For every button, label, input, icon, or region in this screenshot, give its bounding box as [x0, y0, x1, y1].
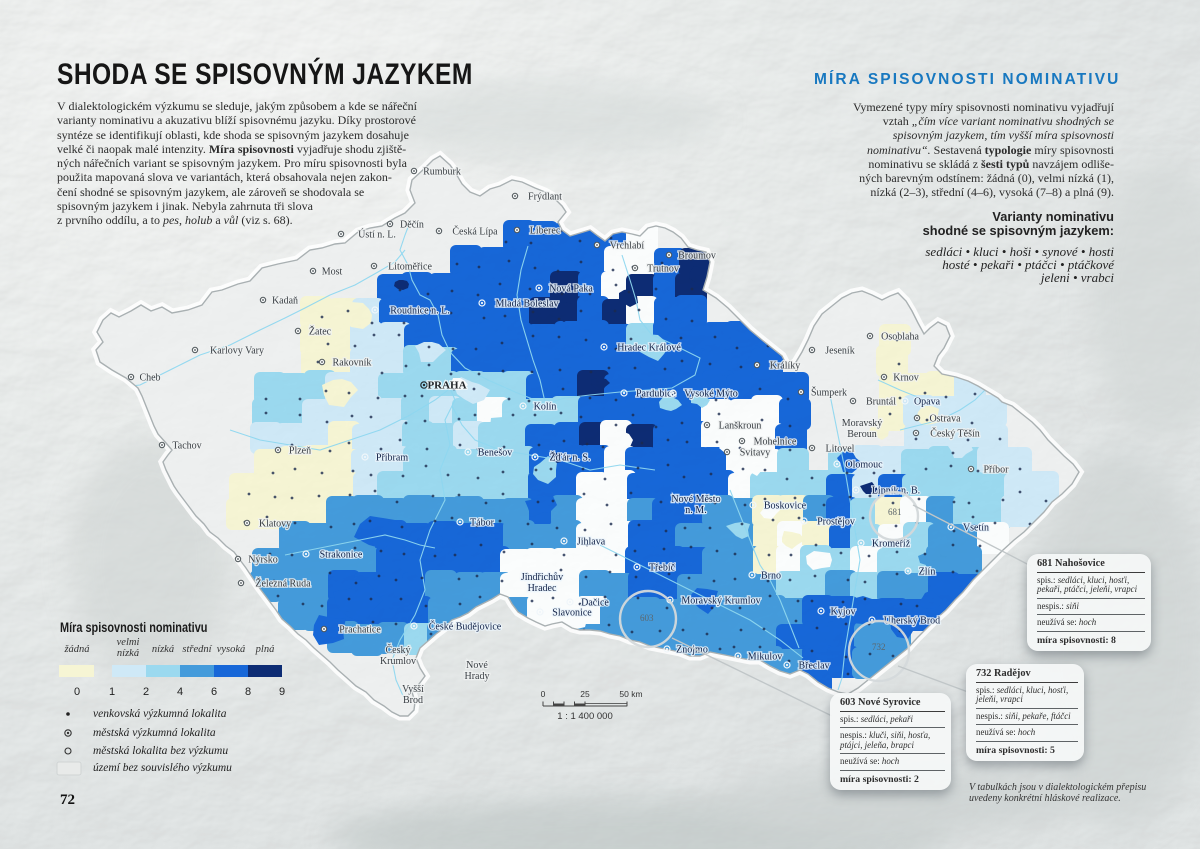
- svg-text:Žatec: Žatec: [309, 326, 332, 338]
- svg-text:Frýdlant: Frýdlant: [528, 192, 562, 203]
- svg-text:Jeseník: Jeseník: [825, 346, 854, 357]
- svg-text:25: 25: [580, 689, 590, 699]
- svg-text:Kroměříž: Kroměříž: [872, 539, 911, 550]
- svg-text:Železná Ruda: Železná Ruda: [255, 578, 311, 590]
- svg-text:Benešov: Benešov: [478, 448, 512, 459]
- svg-text:Znojmo: Znojmo: [676, 645, 708, 656]
- svg-text:Zlín: Zlín: [919, 567, 936, 578]
- svg-text:Tábor: Tábor: [470, 518, 495, 529]
- svg-text:Rumburk: Rumburk: [423, 167, 461, 178]
- svg-text:Vysoké Mýto: Vysoké Mýto: [684, 389, 738, 400]
- svg-text:Hradec: Hradec: [528, 583, 557, 594]
- svg-text:Krnov: Krnov: [893, 373, 919, 384]
- svg-text:Kadaň: Kadaň: [272, 296, 298, 307]
- svg-text:1 : 1 400 000: 1 : 1 400 000: [557, 711, 612, 722]
- svg-text:Hradec Králové: Hradec Králové: [617, 343, 681, 354]
- svg-text:Šumperk: Šumperk: [811, 387, 847, 399]
- svg-text:Krumlov: Krumlov: [380, 656, 416, 667]
- svg-text:Olomouc: Olomouc: [845, 460, 883, 471]
- svg-text:732: 732: [872, 642, 886, 652]
- svg-text:Český Těšín: Český Těšín: [930, 428, 980, 440]
- svg-text:Plzeň: Plzeň: [289, 446, 311, 457]
- svg-text:50 km: 50 km: [619, 689, 642, 699]
- svg-text:Příbor: Příbor: [984, 465, 1010, 476]
- svg-text:Nové: Nové: [466, 660, 488, 671]
- svg-text:Břeclav: Břeclav: [798, 661, 829, 672]
- svg-text:Ostrava: Ostrava: [929, 414, 961, 425]
- svg-text:Uherský Brod: Uherský Brod: [884, 616, 940, 627]
- svg-text:Klatovy: Klatovy: [259, 519, 291, 530]
- svg-text:Český: Český: [386, 644, 411, 656]
- svg-text:Prostějov: Prostějov: [817, 517, 855, 528]
- svg-text:Karlovy Vary: Karlovy Vary: [210, 346, 264, 357]
- svg-text:Nové Město: Nové Město: [671, 494, 720, 505]
- svg-text:Králíky: Králíky: [770, 361, 801, 372]
- svg-text:Kolín: Kolín: [534, 402, 557, 413]
- svg-text:Moravský: Moravský: [842, 418, 883, 429]
- svg-text:681: 681: [888, 507, 902, 517]
- svg-text:Pardubice: Pardubice: [636, 389, 677, 400]
- svg-text:Dačice: Dačice: [581, 598, 609, 609]
- svg-text:Vyšší: Vyšší: [402, 684, 424, 695]
- svg-text:Svitavy: Svitavy: [740, 448, 771, 459]
- svg-text:Nýrsko: Nýrsko: [248, 555, 277, 566]
- svg-text:Rakovník: Rakovník: [333, 358, 372, 369]
- svg-text:Vrchlabí: Vrchlabí: [610, 241, 645, 252]
- svg-text:Třebíč: Třebíč: [649, 563, 676, 574]
- svg-text:Mohelnice: Mohelnice: [754, 437, 797, 448]
- svg-text:Roudnice n. L.: Roudnice n. L.: [390, 306, 449, 317]
- svg-text:Most: Most: [322, 267, 343, 278]
- svg-text:n. M.: n. M.: [685, 505, 706, 516]
- svg-text:Nová Paka: Nová Paka: [549, 284, 593, 295]
- svg-text:Bruntál: Bruntál: [866, 397, 896, 408]
- svg-text:Lanškroun: Lanškroun: [719, 421, 762, 432]
- svg-text:Boskovice: Boskovice: [764, 501, 807, 512]
- svg-text:Moravský Krumlov: Moravský Krumlov: [681, 596, 760, 607]
- svg-text:Broumov: Broumov: [678, 251, 716, 262]
- svg-text:Děčín: Děčín: [400, 220, 424, 231]
- svg-text:Strakonice: Strakonice: [320, 550, 363, 561]
- svg-text:Hrady: Hrady: [465, 671, 490, 682]
- svg-text:Osoblaha: Osoblaha: [881, 332, 919, 343]
- svg-text:Příbram: Příbram: [376, 453, 408, 464]
- svg-text:Česká Lípa: Česká Lípa: [452, 226, 498, 238]
- svg-text:Slavonice: Slavonice: [552, 608, 592, 619]
- svg-text:Beroun: Beroun: [847, 429, 876, 440]
- svg-text:Mikulov: Mikulov: [748, 652, 782, 663]
- svg-text:Liberec: Liberec: [530, 226, 561, 237]
- svg-text:Litovel: Litovel: [826, 444, 855, 455]
- svg-text:0: 0: [541, 689, 546, 699]
- svg-text:Jihlava: Jihlava: [577, 537, 606, 548]
- svg-text:Brod: Brod: [403, 695, 423, 706]
- svg-text:603: 603: [640, 613, 654, 623]
- svg-text:Trutnov: Trutnov: [647, 264, 679, 275]
- svg-text:PRAHA: PRAHA: [427, 380, 466, 392]
- svg-text:Ústí n. L.: Ústí n. L.: [358, 229, 396, 241]
- svg-text:Kyjov: Kyjov: [831, 607, 856, 618]
- svg-text:Cheb: Cheb: [139, 373, 160, 384]
- svg-text:Tachov: Tachov: [172, 441, 201, 452]
- svg-text:Vsetín: Vsetín: [963, 523, 989, 534]
- svg-text:Mladá Boleslav: Mladá Boleslav: [495, 299, 558, 310]
- svg-text:Opava: Opava: [914, 397, 941, 408]
- svg-text:Brno: Brno: [761, 571, 781, 582]
- svg-text:Žďár n. S.: Žďár n. S.: [550, 452, 591, 464]
- svg-text:Prachatice: Prachatice: [339, 625, 381, 636]
- svg-text:Litoměřice: Litoměřice: [388, 262, 432, 273]
- svg-text:České Budějovice: České Budějovice: [429, 621, 502, 633]
- svg-text:Jindřichův: Jindřichův: [521, 572, 563, 583]
